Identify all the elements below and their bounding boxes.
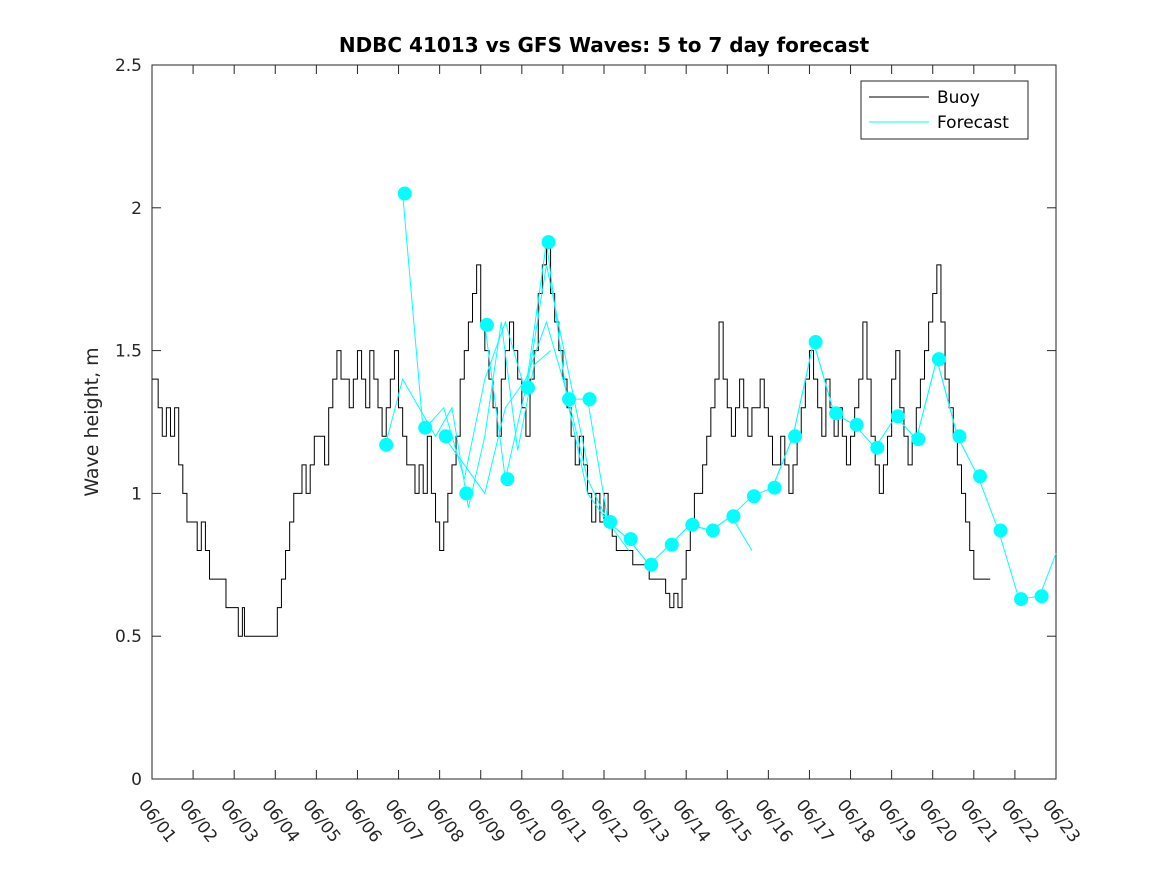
forecast-marker <box>972 469 987 484</box>
forecast-marker <box>849 417 864 432</box>
legend-buoy-label: Buoy <box>937 88 980 108</box>
x-tick-label: 06/19 <box>874 796 920 847</box>
forecast-marker <box>705 523 720 538</box>
x-tick-label: 06/06 <box>340 796 386 847</box>
axis-ticks <box>151 64 1057 780</box>
forecast-line <box>443 320 630 551</box>
y-tick-label: 0.5 <box>115 627 142 647</box>
chart-title: NDBC 41013 vs GFS Waves: 5 to 7 day fore… <box>339 33 870 57</box>
y-axis-label: Wave height, m <box>81 347 103 496</box>
forecast-marker <box>1034 589 1049 604</box>
x-tick-label: 06/10 <box>504 796 550 847</box>
forecast-marker <box>479 317 494 332</box>
y-tick-label: 1 <box>131 484 142 504</box>
x-tick-label: 06/15 <box>709 796 755 847</box>
forecast-marker <box>870 440 885 455</box>
x-tick-label: 06/09 <box>463 796 509 847</box>
forecast-marker <box>952 429 967 444</box>
forecast-marker <box>623 532 638 547</box>
x-tick-labels: 06/0106/0206/0306/0406/0506/0606/0706/08… <box>134 796 1084 847</box>
plot-area <box>151 64 1057 780</box>
legend: Buoy Forecast <box>860 80 1029 140</box>
x-tick-label: 06/03 <box>216 796 262 847</box>
forecast-marker <box>829 406 844 421</box>
forecast-marker <box>993 523 1008 538</box>
forecast-marker <box>459 486 474 501</box>
forecast-marker <box>788 429 803 444</box>
x-tick-label: 06/22 <box>997 796 1043 847</box>
forecast-marker <box>1014 592 1029 607</box>
y-tick-label: 2 <box>131 199 142 219</box>
x-tick-label: 06/02 <box>175 796 221 847</box>
forecast-marker <box>746 489 761 504</box>
x-tick-label: 06/08 <box>422 796 468 847</box>
forecast-marker <box>685 517 700 532</box>
legend-box <box>860 80 1029 140</box>
x-tick-label: 06/18 <box>833 796 879 847</box>
forecast-marker <box>767 480 782 495</box>
y-tick-label: 0 <box>131 770 142 790</box>
forecast-marker <box>890 409 905 424</box>
forecast-marker <box>664 537 679 552</box>
legend-forecast-label: Forecast <box>937 113 1009 133</box>
forecast-marker <box>931 352 946 367</box>
forecast-series <box>385 193 1057 600</box>
forecast-marker <box>726 509 741 524</box>
y-tick-labels: 0 0.5 1 1.5 2 2.5 <box>115 56 142 790</box>
y-tick-label: 2.5 <box>115 56 142 76</box>
forecast-marker <box>418 420 433 435</box>
forecast-marker <box>911 432 926 447</box>
forecast-line <box>402 193 589 480</box>
forecast-marker <box>541 235 556 250</box>
forecast-marker <box>500 472 515 487</box>
x-tick-label: 06/01 <box>134 796 180 847</box>
forecast-marker <box>603 514 618 529</box>
x-tick-label: 06/05 <box>298 796 344 847</box>
x-tick-label: 06/14 <box>668 796 714 847</box>
forecast-marker <box>582 392 597 407</box>
x-tick-label: 06/23 <box>1038 796 1084 847</box>
forecast-markers <box>379 186 1049 607</box>
x-tick-label: 06/12 <box>586 796 632 847</box>
x-tick-label: 06/16 <box>750 796 796 847</box>
x-tick-label: 06/20 <box>915 796 961 847</box>
axes-box <box>151 64 1057 780</box>
x-tick-label: 06/13 <box>627 796 673 847</box>
forecast-marker <box>562 392 577 407</box>
x-tick-label: 06/21 <box>956 796 1002 847</box>
x-tick-label: 06/04 <box>257 796 303 847</box>
x-tick-label: 06/07 <box>381 796 427 847</box>
x-tick-label: 06/11 <box>545 796 591 847</box>
forecast-marker <box>644 557 659 572</box>
forecast-line <box>385 321 551 508</box>
forecast-marker <box>520 380 535 395</box>
forecast-marker <box>438 429 453 444</box>
forecast-marker <box>397 186 412 201</box>
y-tick-label: 1.5 <box>115 342 142 362</box>
forecast-marker <box>379 437 394 452</box>
forecast-marker <box>808 335 823 350</box>
x-tick-label: 06/17 <box>792 796 838 847</box>
